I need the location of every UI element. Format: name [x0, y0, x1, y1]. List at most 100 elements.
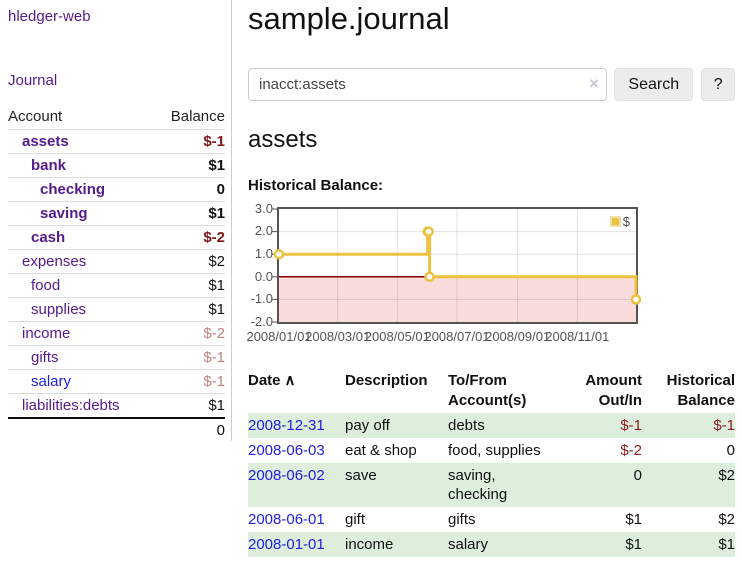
accounts-table: Account Balance assets $-1 bank $1 checking 0… [8, 105, 225, 442]
account-link[interactable]: gifts [31, 349, 59, 366]
accounts-header-account: Account [8, 108, 63, 125]
account-link[interactable]: bank [31, 157, 67, 174]
y-tick-label: -1.0 [250, 291, 273, 307]
account-row: supplies $1 [8, 297, 225, 322]
clear-search-icon[interactable]: × [589, 74, 599, 94]
account-heading: assets [248, 126, 318, 154]
legend-swatch [609, 215, 621, 227]
chart-x-axis: 2008/01/01 2008/03/01 2008/05/01 2008/07/01… [246, 328, 636, 347]
txn-header-row: Date ∧ Description To/From Account(s) Amount… [248, 369, 735, 413]
search-button[interactable]: Search [614, 68, 694, 102]
chart-legend: $ [609, 213, 630, 229]
y-tick-label: 0.0 [254, 268, 273, 284]
account-row: expenses $2 [8, 249, 225, 274]
x-tick-label: 2008/07/01 [424, 328, 490, 344]
txn-balance: $-1 [713, 416, 735, 434]
txn-accounts: salary [448, 535, 489, 553]
chart-plot-area[interactable]: $ [272, 206, 642, 324]
txn-date-link[interactable]: 2008-06-03 [248, 441, 325, 459]
txn-date-link[interactable]: 2008-06-01 [248, 510, 325, 528]
accounts-total-value: 0 [154, 417, 225, 442]
account-balance: $1 [154, 153, 225, 178]
account-link[interactable]: liabilities:debts [22, 397, 120, 414]
account-row: food $1 [8, 273, 225, 298]
account-row: liabilities:debts $1 [8, 393, 225, 418]
account-link[interactable]: assets [22, 133, 69, 150]
txn-amount: $1 [625, 510, 642, 528]
x-tick-label: 2008/03/01 [305, 328, 371, 344]
sidebar-item-journal[interactable]: Journal [8, 72, 58, 89]
account-link[interactable]: cash [31, 229, 66, 246]
chart-title: Historical Balance: [248, 176, 384, 194]
txn-amount: $-2 [620, 441, 642, 459]
account-row: bank $1 [8, 153, 225, 178]
txn-description: eat & shop [345, 441, 417, 459]
txn-description: gift [345, 510, 366, 528]
account-link[interactable]: saving [40, 205, 88, 222]
txn-date-link[interactable]: 2008-12-31 [248, 416, 325, 434]
txn-header-historical-balance: Historical Balance [666, 371, 735, 409]
account-balance: $1 [154, 297, 225, 322]
search-input[interactable] [248, 68, 608, 102]
transaction-row: 2008-12-31 pay off debts $-1 $-1 [248, 412, 735, 438]
txn-header-description: Description [345, 371, 428, 389]
txn-amount: $1 [625, 535, 642, 553]
account-balance: $-1 [154, 129, 225, 154]
txn-balance: $2 [718, 510, 735, 528]
sidebar: hledger-web Journal Account Balance asse… [0, 0, 232, 442]
account-row: income $-2 [8, 321, 225, 346]
txn-header-date: Date ∧ [248, 371, 296, 389]
account-balance: $2 [154, 249, 225, 274]
x-tick-label: 2008/01/01 [246, 328, 312, 344]
txn-amount: $-1 [620, 416, 642, 434]
balance-chart-svg [272, 208, 642, 323]
account-balance: $-2 [154, 225, 225, 250]
y-tick-label: 1.0 [254, 245, 273, 261]
accounts-table-body: assets $-1 bank $1 checking 0 saving $1 cash $-2 e… [8, 129, 225, 442]
txn-balance: 0 [726, 441, 735, 459]
account-balance: $1 [154, 393, 225, 418]
search-form: × Search ? [248, 68, 735, 102]
transaction-row: 2008-06-03 eat & shop food, supplies $-2 0 [248, 438, 735, 463]
main-content: sample.journal × Search ? assets Histori… [233, 0, 742, 557]
txn-date-link[interactable]: 2008-06-02 [248, 466, 325, 484]
account-link[interactable]: expenses [22, 253, 87, 270]
account-link[interactable]: checking [40, 181, 106, 198]
txn-amount: 0 [633, 466, 642, 484]
x-tick-label: 2008/05/01 [364, 328, 430, 344]
transaction-row: 2008-06-02 save saving, checking 0 $2 [248, 462, 735, 507]
legend-label: $ [622, 213, 630, 229]
transactions-table: Date ∧ Description To/From Account(s) Amount… [248, 369, 735, 557]
txn-accounts: debts [448, 416, 485, 434]
txn-accounts: saving, checking [448, 466, 508, 503]
x-tick-label: 2008/11/01 [545, 328, 610, 344]
account-balance: $1 [154, 201, 225, 226]
txn-balance: $1 [718, 535, 735, 553]
account-link[interactable]: salary [31, 373, 72, 390]
accounts-header-row: Account Balance [8, 105, 225, 130]
transaction-row: 2008-01-01 income salary $1 $1 [248, 531, 735, 557]
account-link[interactable]: food [31, 277, 61, 294]
txn-header-to-from-account-s-: To/From Account(s) [448, 371, 527, 409]
page-title: sample.journal [248, 1, 450, 36]
txn-balance: $2 [718, 466, 735, 484]
app-title-link[interactable]: hledger-web [8, 8, 91, 25]
account-row: saving $1 [8, 201, 225, 226]
x-tick-label: 2008/09/01 [485, 328, 551, 344]
txn-header-amount-out-in: Amount Out/In [585, 371, 642, 409]
account-link[interactable]: supplies [31, 301, 87, 318]
accounts-total-row: 0 [8, 417, 225, 442]
account-row: assets $-1 [8, 129, 225, 154]
account-row: cash $-2 [8, 225, 225, 250]
y-tick-label: -2.0 [250, 313, 273, 329]
txn-date-link[interactable]: 2008-01-01 [248, 535, 325, 553]
account-balance: $-1 [154, 345, 225, 370]
help-button[interactable]: ? [701, 68, 735, 102]
account-balance: $1 [154, 273, 225, 298]
txn-description: save [345, 466, 377, 484]
sort-asc-icon: ∧ [284, 371, 296, 389]
account-link[interactable]: income [22, 325, 71, 342]
txn-description: income [345, 535, 394, 553]
txn-accounts: gifts [448, 510, 476, 528]
accounts-header-balance: Balance [170, 108, 225, 125]
